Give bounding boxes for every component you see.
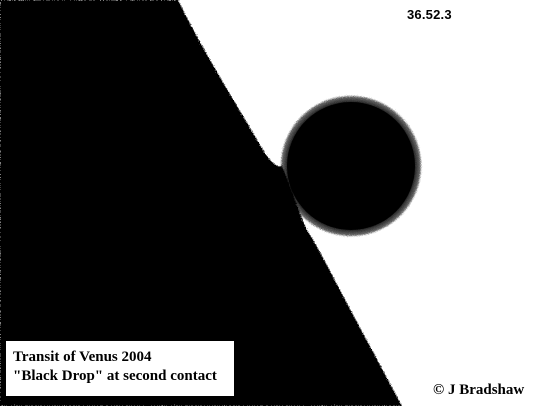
copyright-credit: © J Bradshaw <box>433 382 525 398</box>
caption-box: Transit of Venus 2004 "Black Drop" at se… <box>6 341 234 396</box>
caption-title: Transit of Venus 2004 <box>13 349 152 365</box>
solar-limb-silhouette <box>0 0 402 406</box>
black-drop-bridge <box>262 150 306 242</box>
venus-core <box>287 102 415 230</box>
caption-subtitle: "Black Drop" at second contact <box>13 368 217 384</box>
timestamp-label: 36.52.3 <box>407 7 452 22</box>
